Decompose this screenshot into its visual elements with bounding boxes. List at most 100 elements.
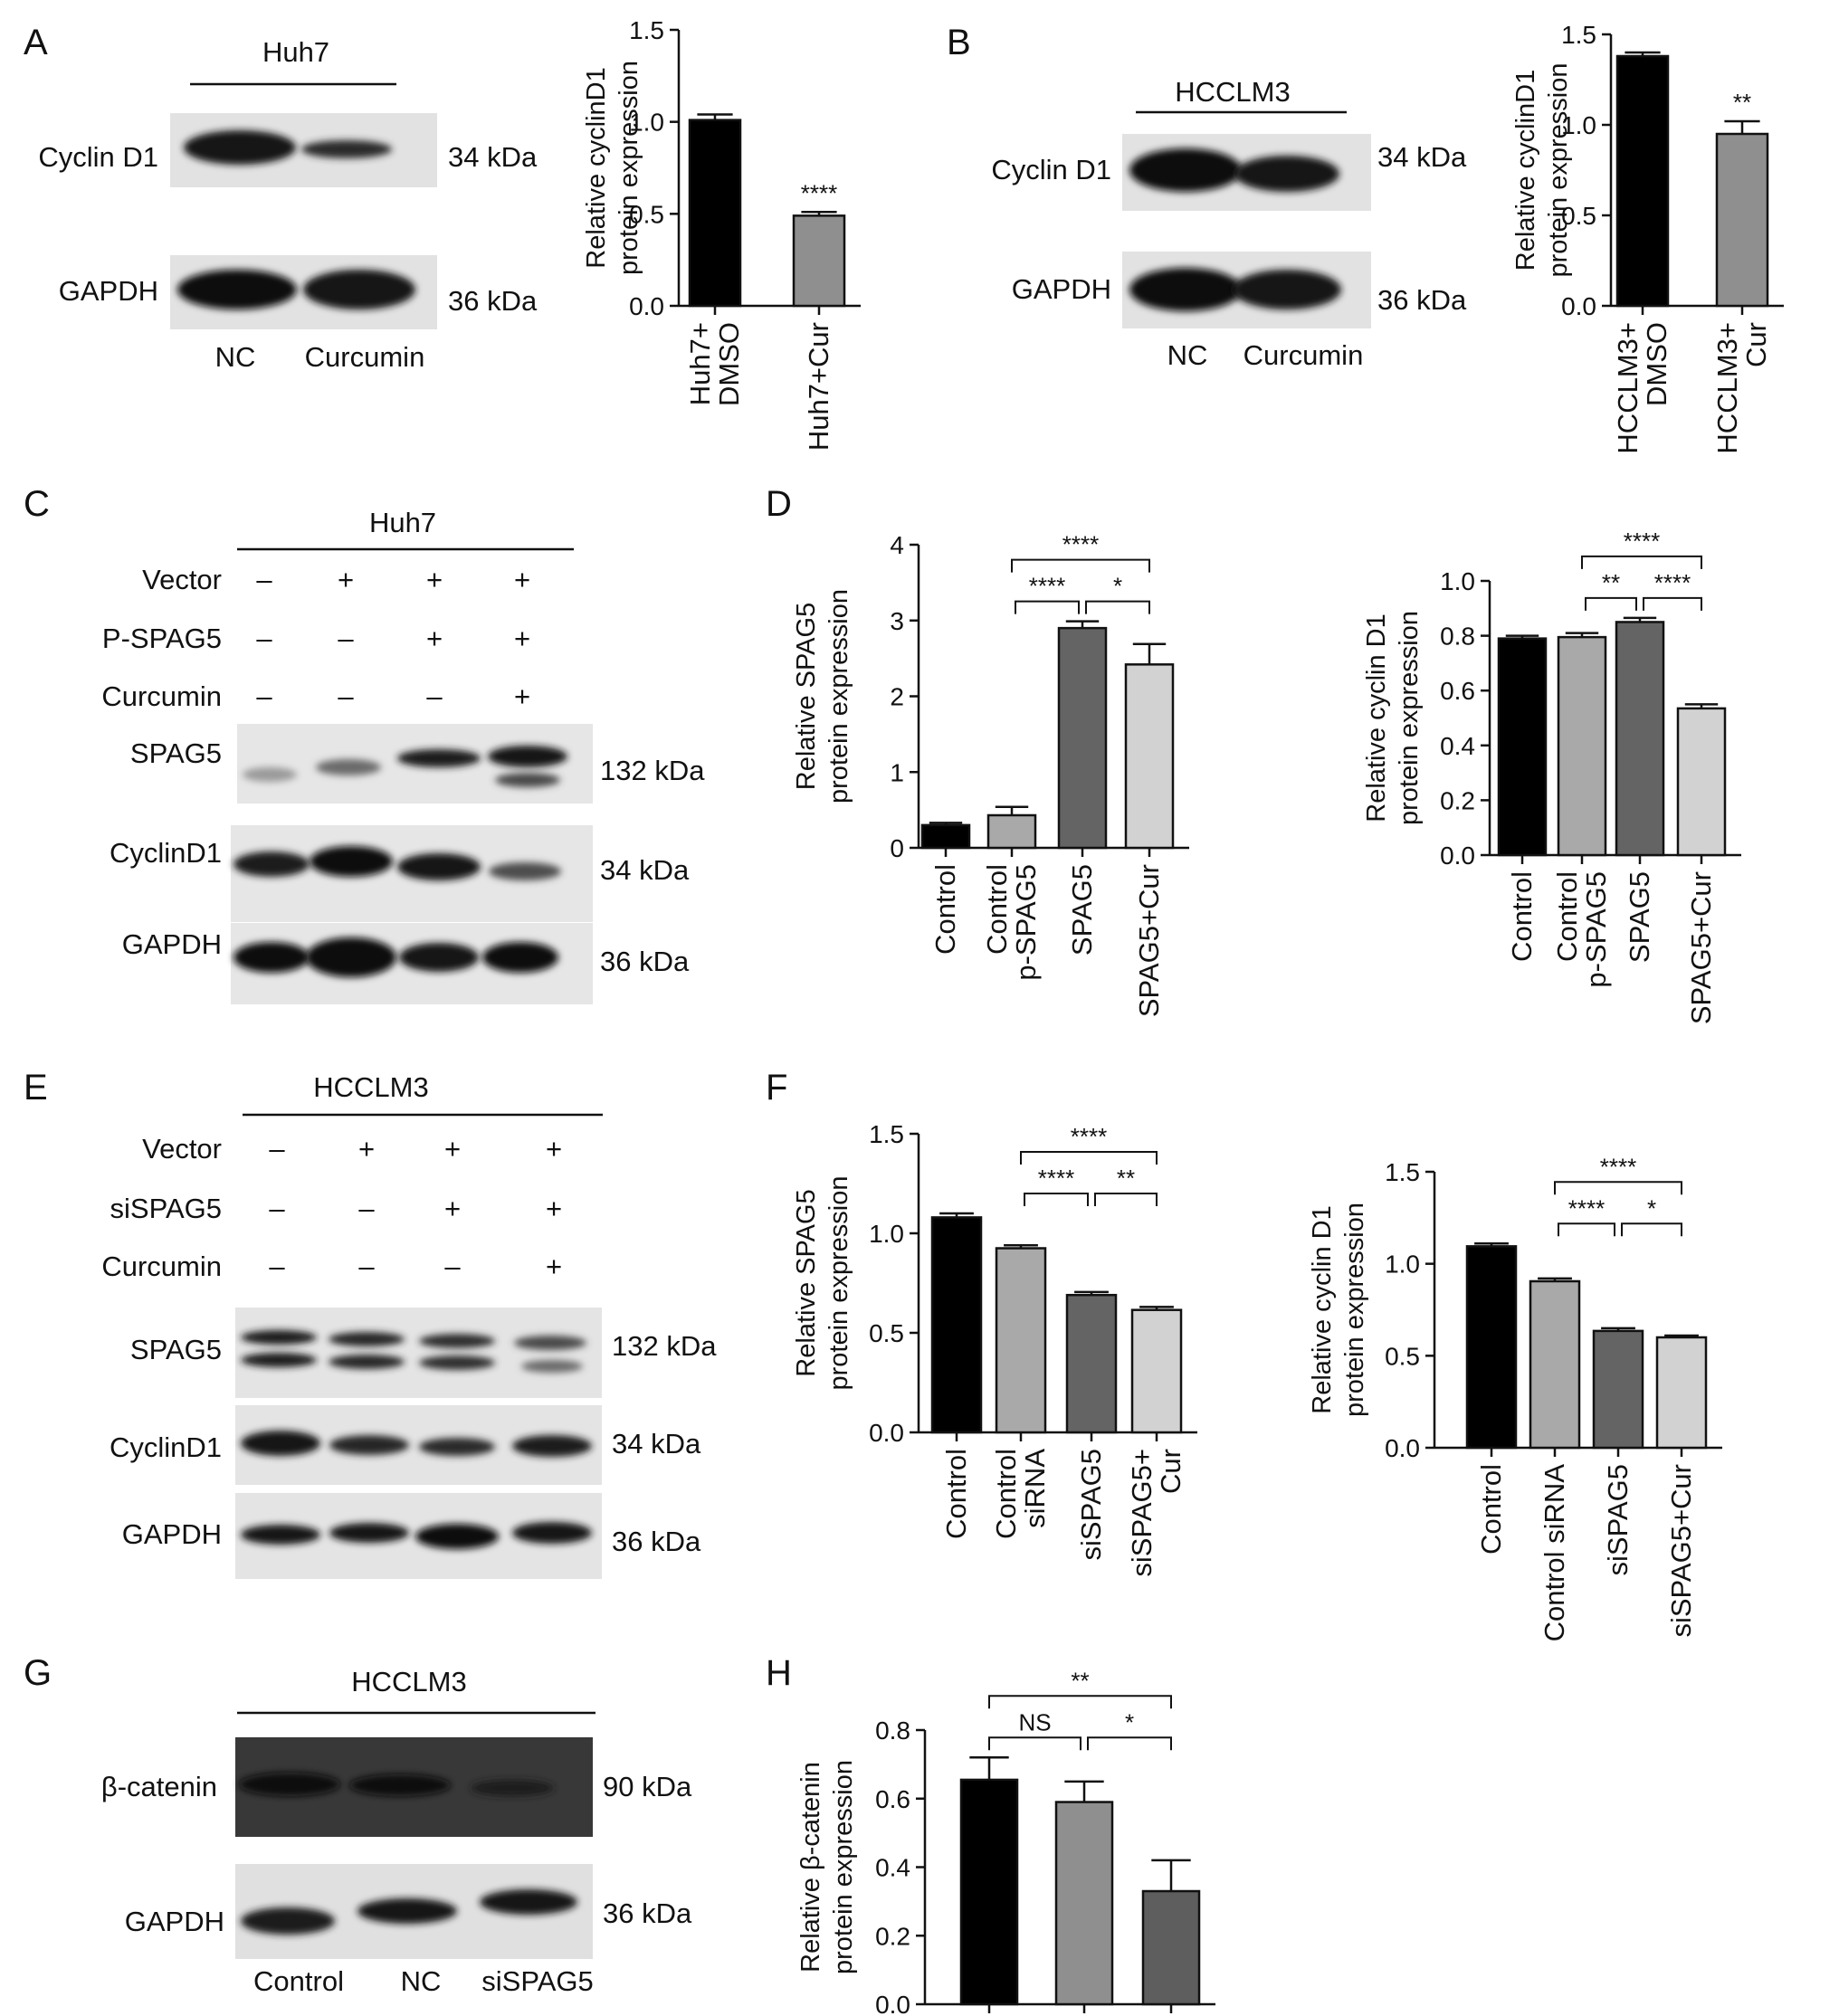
y-axis-label: Relative SPAG5 protein expression	[792, 589, 853, 804]
bar	[1065, 1293, 1118, 1434]
x-tick-label: siSPAG5+	[1126, 1449, 1158, 1577]
significance-bracket	[1554, 1181, 1682, 1195]
x-tick-label: HCCLM3+	[1612, 322, 1644, 454]
x-tick-label: Control siRNA	[1539, 1464, 1570, 1642]
significance-label: ****	[1568, 1194, 1605, 1222]
significance-label: **	[1602, 569, 1620, 596]
panel-label-c: C	[24, 484, 50, 524]
x-tick-label: p-SPAG5	[1010, 864, 1042, 981]
bar	[1557, 635, 1607, 857]
bar-chart-h: 0.0 0.2 0.4 0.6 0.8 Relative β-catenin protein…	[796, 1667, 1227, 2016]
y-tick-label: 1.5	[629, 16, 664, 44]
blot-c-mark: –	[426, 680, 443, 712]
western-blot-e: HCCLM3 Vector siSPAG5 Curcumin – + + + –…	[101, 1071, 717, 1579]
x-tick-label: Control	[940, 1449, 972, 1539]
y-tick-label: 1.0	[629, 109, 664, 137]
x-tick-label: p-SPAG5	[1580, 871, 1612, 988]
significance-bracket	[1015, 600, 1080, 614]
y-tick-label: 1	[890, 758, 904, 786]
significance-label: ****	[1654, 569, 1691, 596]
y-axis-label: Relative cyclinD1 protein expression	[582, 61, 643, 275]
significance-label: **	[1071, 1667, 1089, 1694]
significance-label: ****	[1600, 1153, 1636, 1180]
blot-c-mark: +	[514, 564, 530, 595]
bar	[930, 1216, 983, 1434]
y-tick-label: 0.4	[1440, 732, 1475, 760]
y-tick-label: 0.0	[869, 1419, 904, 1447]
y-tick-label: 1.5	[1561, 21, 1596, 49]
bar	[1497, 637, 1548, 857]
blot-e-mark: +	[358, 1133, 375, 1165]
blot-b-cell-line: HCCLM3	[1175, 76, 1290, 108]
blot-b-row-label: GAPDH	[1012, 273, 1111, 305]
y-tick-label: 1.0	[1561, 111, 1596, 139]
y-tick-label: 1.0	[1440, 567, 1475, 595]
y-tick-label: 3	[890, 607, 904, 635]
y-tick-label: 0.2	[875, 1922, 910, 1950]
blot-b-row-label: Cyclin D1	[991, 154, 1111, 185]
blot-c-size: 132 kDa	[600, 755, 705, 786]
bar	[1615, 621, 1665, 857]
y-tick-label: 1.0	[869, 1220, 904, 1248]
bar-chart-f-spag5: 0.0 0.5 1.0 1.5 Relative SPAG5 protein expres…	[792, 1120, 1197, 1577]
significance-label: ****	[1029, 573, 1065, 600]
y-tick-label: 0.0	[1561, 292, 1596, 320]
y-tick-label: 0.2	[1440, 786, 1475, 814]
bar-chart-d-cyclind1: 0.0 0.2 0.4 0.6 0.8 1.0 Relative cyclin D1 prot…	[1362, 528, 1741, 1024]
x-tick-label: Cur	[1740, 322, 1772, 367]
blot-c-mark: +	[426, 623, 443, 654]
western-blot-g: HCCLM3 β-catenin GAPDH 90 kDa 36 kDa Con…	[101, 1666, 692, 1997]
significance-bracket	[988, 1695, 1172, 1709]
x-tick-label: SPAG5	[1066, 864, 1098, 956]
y-tick-label: 0.5	[1561, 202, 1596, 230]
blot-g-cell-line: HCCLM3	[351, 1666, 466, 1697]
blot-c-mark: –	[256, 564, 272, 595]
significance-bracket	[1621, 1222, 1682, 1237]
blot-g-size: 90 kDa	[603, 1771, 692, 1802]
x-tick-label: DMSO	[713, 322, 745, 406]
y-tick-label: 0.0	[629, 292, 664, 320]
blot-e-mark: –	[269, 1250, 285, 1282]
significance-bracket	[988, 1736, 1081, 1751]
blot-g-row-label: β-catenin	[101, 1771, 217, 1802]
bar	[1615, 54, 1670, 308]
blot-e-row-label: CyclinD1	[110, 1431, 222, 1463]
y-tick-label: 0.5	[869, 1319, 904, 1347]
blot-e-treatment: Vector	[142, 1133, 222, 1165]
blot-c-mark: +	[514, 680, 530, 712]
panel-label-a: A	[24, 23, 48, 62]
blot-a-size: 34 kDa	[448, 141, 538, 173]
y-tick-label: 1.0	[1385, 1250, 1420, 1279]
blot-e-row-label: SPAG5	[130, 1334, 222, 1365]
x-tick-label: siRNA	[1019, 1449, 1051, 1528]
blot-c-size: 34 kDa	[600, 854, 690, 886]
x-tick-label: SPAG5	[1624, 871, 1655, 963]
y-tick-label: 0.0	[1385, 1434, 1420, 1462]
blot-c-mark: +	[426, 564, 443, 595]
blot-g-row-label: GAPDH	[125, 1906, 224, 1937]
western-blot-a: Huh7 Cyclin D1 GAPDH 34 kDa 36 kDa NC Cu…	[38, 36, 538, 373]
bar	[920, 823, 971, 850]
x-tick-label: SPAG5+Cur	[1685, 871, 1717, 1024]
y-tick-label: 0.8	[1440, 623, 1475, 651]
blot-e-mark: +	[546, 1193, 562, 1224]
blot-e-mark: +	[546, 1133, 562, 1165]
x-tick-label: Huh7+Cur	[803, 322, 834, 451]
blot-b-size: 34 kDa	[1377, 141, 1467, 173]
blot-e-mark: –	[269, 1133, 285, 1165]
panel-label-h: H	[766, 1653, 792, 1693]
blot-g-size: 36 kDa	[603, 1897, 692, 1929]
x-tick-label: Control	[990, 1449, 1022, 1539]
x-tick-label: siSPAG5	[1115, 2013, 1226, 2016]
significance-label: NS	[1018, 1708, 1051, 1735]
blot-e-mark: –	[444, 1250, 461, 1282]
blot-e-mark: –	[358, 1193, 375, 1224]
blot-e-cell-line: HCCLM3	[313, 1071, 428, 1103]
x-tick-label: siSPAG5	[1602, 1464, 1634, 1575]
y-tick-label: 0.8	[875, 1716, 910, 1745]
blot-b-size: 36 kDa	[1377, 284, 1467, 316]
blot-c-mark: +	[514, 623, 530, 654]
y-axis-label: Relative cyclin D1 protein expression	[1362, 611, 1424, 825]
blot-e-row-label: GAPDH	[122, 1518, 222, 1550]
y-tick-label: 2	[890, 683, 904, 711]
